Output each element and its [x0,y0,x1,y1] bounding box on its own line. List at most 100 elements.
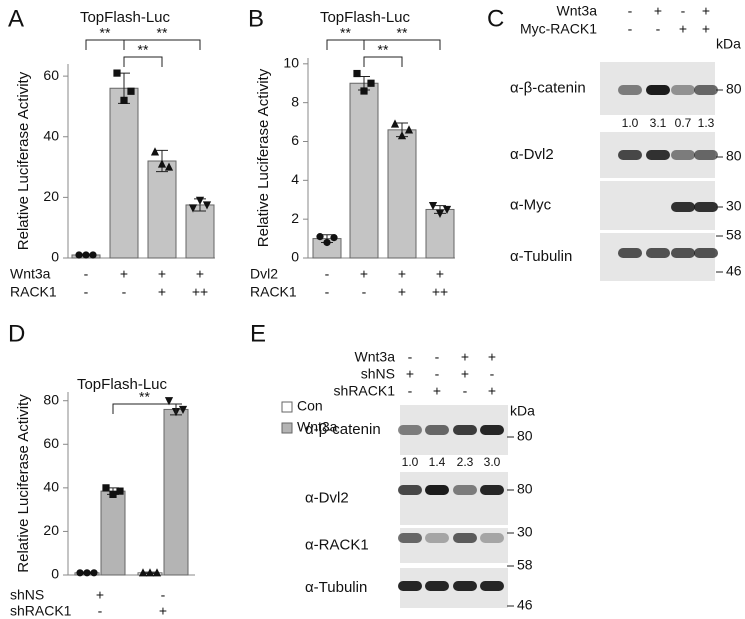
data-point [75,251,83,259]
x-row-symbol: - [362,284,367,300]
y-tick-label: 6 [291,132,299,148]
data-point [150,147,160,156]
chart-title: TopFlash-Luc [320,9,411,26]
bar [349,82,379,259]
legend-swatch [281,401,293,413]
significance-label: ** [139,389,150,405]
significance-bracket [326,39,365,50]
data-point [435,209,445,218]
bar [147,160,177,259]
y-tick-label: 10 [283,55,299,71]
data-point [178,405,188,415]
condition-label: Wnt3a [557,3,598,19]
data-point [76,569,84,577]
data-point [353,69,361,78]
panel-label: E [250,320,266,347]
antibody-label: α-β-catenin [510,79,586,96]
data-point [138,568,148,577]
data-point [120,96,128,104]
bar [109,87,139,259]
x-row-symbol: - [84,284,89,300]
x-row-symbol: - [84,266,89,282]
data-point [428,201,438,211]
x-row-symbol: - [161,587,166,603]
data-point [90,569,98,577]
significance-label: ** [100,25,111,41]
x-row-label: RACK1 [250,284,297,300]
x-row-symbol: + [96,587,104,603]
y-tick-label: 20 [43,188,59,204]
unit-label: kDa [716,36,741,52]
panel-label: C [487,5,504,32]
significance-bracket [85,39,125,50]
blot-band [398,533,422,543]
condition-label: shRACK1 [334,383,396,399]
condition-symbol: + [488,383,496,399]
quantification: 1.3 [698,116,715,130]
x-row-symbol: - [122,284,127,300]
x-row-label: RACK1 [10,284,57,300]
blot-band [694,248,718,258]
x-row-symbol: - [325,266,330,282]
y-tick-label: 40 [43,479,59,495]
condition-symbol: + [654,3,662,19]
condition-symbol: - [490,366,495,382]
blot-band [425,485,449,495]
condition-label: Myc-RACK1 [520,21,597,37]
data-point [83,569,91,577]
significance-label: ** [378,42,389,58]
blot-band [453,425,477,435]
x-row-symbol: - [325,284,330,300]
data-point [109,490,117,498]
size-marker: 30 [726,198,742,214]
x-row-symbol: + [120,266,128,282]
data-point [116,487,124,495]
chart-title: TopFlash-Luc [77,376,168,393]
blot-band [694,202,718,212]
condition-symbol: - [408,383,413,399]
blot-band [646,150,670,160]
condition-symbol: - [435,366,440,382]
condition-symbol: - [628,21,633,37]
x-row-symbol: + [398,284,406,300]
data-point [330,234,338,242]
blot-band [425,581,449,591]
antibody-label: α-RACK1 [305,536,369,553]
panel-label: D [8,320,25,347]
blot-band [671,150,695,160]
x-row-symbol: - [98,603,103,619]
y-tick-label: 0 [51,566,59,582]
condition-label: shNS [361,366,395,382]
size-marker: 80 [517,481,533,497]
blot-band [480,425,504,435]
antibody-label: α-Tubulin [510,248,572,265]
y-tick-label: 8 [291,93,299,109]
x-row-symbol: + [196,266,204,282]
panel-label: A [8,5,24,32]
data-point [323,238,331,247]
data-point [404,125,414,134]
data-point [157,159,167,168]
data-point [188,204,198,213]
data-point [152,568,162,577]
panel-label: B [248,5,264,32]
y-tick-label: 60 [43,67,59,83]
blot-band [480,581,504,591]
unit-label: kDa [510,403,535,419]
blot-band [671,85,695,95]
legend-label: Wnt3a [297,419,338,435]
quantification: 1.0 [402,455,419,469]
y-tick-label: 0 [291,249,299,265]
quantification: 3.0 [484,455,501,469]
condition-symbol: + [702,3,710,19]
size-marker: 80 [517,428,533,444]
y-axis-label: Relative Luciferase Activity [15,71,32,250]
data-point [113,69,121,77]
y-tick-label: 60 [43,435,59,451]
significance-bracket [363,56,403,67]
x-row-symbol: + [360,266,368,282]
data-point [82,251,90,259]
significance-label: ** [157,25,168,41]
condition-symbol: - [681,3,686,19]
antibody-label: α-Dvl2 [510,146,554,163]
